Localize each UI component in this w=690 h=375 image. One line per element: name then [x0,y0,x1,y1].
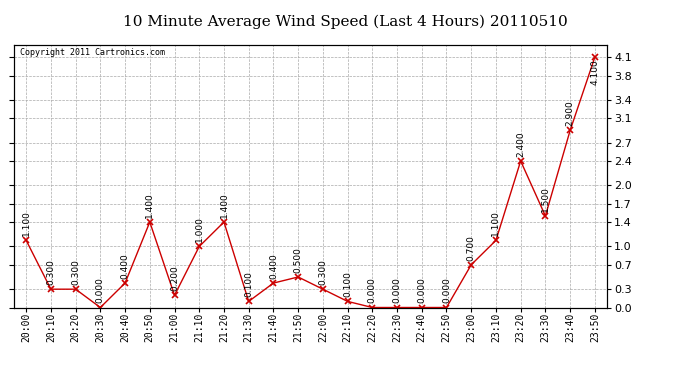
Text: 1.400: 1.400 [146,192,155,218]
Text: 1.000: 1.000 [195,216,204,242]
Text: 0.000: 0.000 [368,278,377,303]
Text: 1.400: 1.400 [219,192,228,218]
Text: 0.000: 0.000 [417,278,426,303]
Text: 4.100: 4.100 [591,59,600,85]
Text: 2.900: 2.900 [566,100,575,126]
Text: 1.100: 1.100 [491,210,500,236]
Text: 1.100: 1.100 [21,210,30,236]
Text: 0.100: 0.100 [343,272,352,297]
Text: 0.300: 0.300 [46,259,55,285]
Text: 0.400: 0.400 [121,253,130,279]
Text: 0.700: 0.700 [466,235,475,261]
Text: 0.400: 0.400 [269,253,278,279]
Text: 0.200: 0.200 [170,266,179,291]
Text: 0.100: 0.100 [244,272,253,297]
Text: 10 Minute Average Wind Speed (Last 4 Hours) 20110510: 10 Minute Average Wind Speed (Last 4 Hou… [123,15,567,29]
Text: 0.300: 0.300 [318,259,327,285]
Text: 0.000: 0.000 [393,278,402,303]
Text: 0.000: 0.000 [96,278,105,303]
Text: 0.000: 0.000 [442,278,451,303]
Text: 0.500: 0.500 [294,247,303,273]
Text: 0.300: 0.300 [71,259,80,285]
Text: 1.500: 1.500 [541,186,550,212]
Text: 2.400: 2.400 [516,131,525,157]
Text: Copyright 2011 Cartronics.com: Copyright 2011 Cartronics.com [20,48,165,57]
